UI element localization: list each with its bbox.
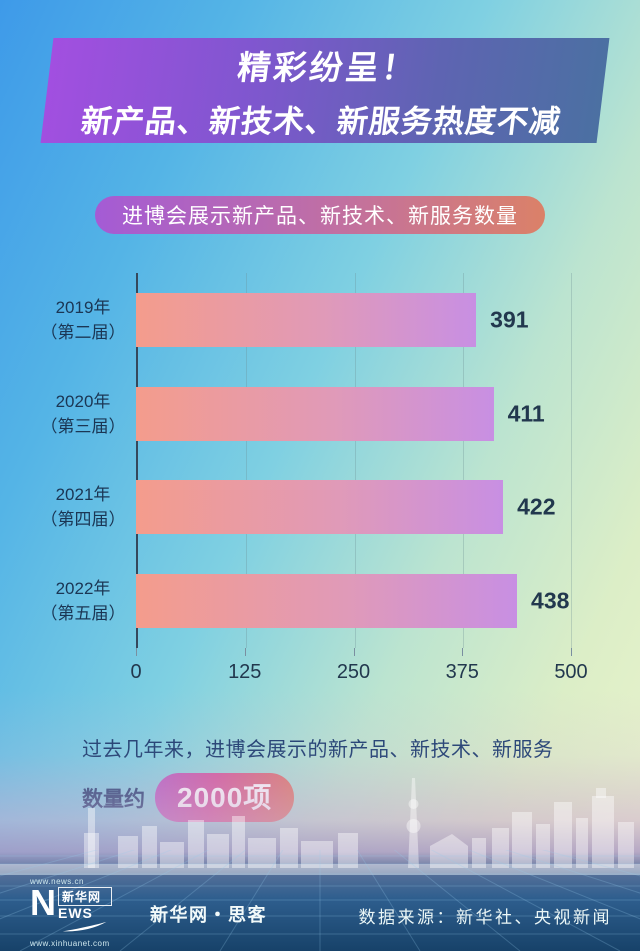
logo-letters-ews: EWS [58,905,93,921]
bar-category-label: 2022年 （第五届） [0,576,136,626]
axis-tick-label: 250 [336,661,371,683]
perspective-grid-graphic [0,850,640,951]
logo-url-bottom: www.xinhuanet.com [30,939,110,948]
logo-letter-n: N [30,882,56,923]
lower-decor-zone: www.news.cn N 新华网 EWS www.xinhuanet.com … [0,690,640,951]
title-banner: 精彩纷呈！ 新产品、新技术、新服务热度不减 [40,38,610,143]
bar-category-session: （第五届） [40,604,126,624]
gridline [354,273,356,648]
bar-row: 2021年 （第四届） 422 [0,461,571,555]
footer-bar: www.news.cn N 新华网 EWS www.xinhuanet.com … [0,875,640,951]
logo-url-top: www.news.cn [30,877,84,886]
bar-category-label: 2020年 （第三届） [0,389,136,439]
bar-value-label: 422 [517,493,556,520]
bar-category-year: 2020年 [55,391,111,411]
axis-tick-label: 125 [228,661,262,683]
bar-category-year: 2021年 [55,485,111,505]
axis-tick-label: 375 [445,661,479,683]
bar-chart: 2019年 （第二届） 391 2020年 （第三届） 411 2021年 （第四届） 422 2… [0,273,640,688]
axis-tick [462,648,464,656]
bar-track: 391 [136,292,571,347]
bar-row: 2022年 （第五届） 438 [0,554,571,648]
gridline [246,273,248,648]
gridline [571,273,572,648]
city-skyline-graphic [0,778,640,875]
xinhuanet-logo: www.news.cn N 新华网 EWS www.xinhuanet.com [30,877,112,948]
axis-tick [244,648,246,656]
bar-category-session: （第二届） [40,322,126,342]
bar-category-label: 2019年 （第二届） [0,295,136,345]
bar-category-session: （第四届） [40,510,126,530]
title-line-1: 精彩纷呈！ [235,48,421,86]
bar [136,292,477,347]
bar-row: 2020年 （第三届） 411 [0,367,571,461]
logo-chinese-name: 新华网 [58,887,112,906]
bar-category-label: 2021年 （第四届） [0,482,136,532]
axis-tick-label: 0 [130,661,142,683]
bar-value-label: 411 [507,400,545,427]
bar-track: 411 [136,386,571,441]
bar-track: 438 [136,574,571,629]
brand-text: 新华网・思客 [150,905,267,925]
logo-right-stack: 新华网 EWS [58,887,112,938]
chart-title-pill: 进博会展示新产品、新技术、新服务数量 [95,196,545,234]
logo-swoosh-icon [62,921,107,932]
axis-tick [353,648,355,656]
axis-tick [136,648,137,656]
plot-area [136,273,572,648]
bar-value-label: 391 [490,306,529,333]
bar-category-year: 2022年 [55,579,111,599]
bar-track: 422 [136,480,571,535]
data-source-text: 数据来源：新华社、央视新闻 [358,908,612,927]
bar [136,574,518,629]
bar [136,480,504,535]
bar-rows: 2019年 （第二届） 391 2020年 （第三届） 411 2021年 （第四届） 422 2… [0,273,571,648]
bar-row: 2019年 （第二届） 391 [0,273,571,367]
bar [136,386,494,441]
bar-category-year: 2019年 [55,297,111,317]
axis-tick-label: 500 [554,661,588,683]
logo-mark: N 新华网 EWS [30,882,112,938]
title-line-2: 新产品、新技术、新服务热度不减 [79,103,564,139]
bar-value-label: 438 [531,587,570,614]
gridline [462,273,464,648]
bar-category-session: （第三届） [40,416,126,436]
axis-tick [571,648,572,656]
chart-title: 进博会展示新产品、新技术、新服务数量 [122,205,518,228]
